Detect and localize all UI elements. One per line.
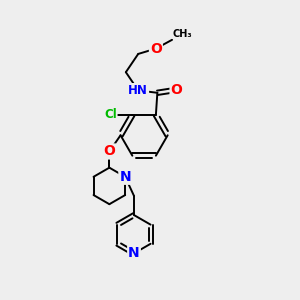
Text: O: O (171, 83, 182, 97)
Text: HN: HN (128, 84, 148, 97)
Text: Cl: Cl (104, 108, 117, 122)
Text: N: N (128, 246, 140, 260)
Text: O: O (150, 42, 162, 56)
Text: O: O (103, 145, 115, 158)
Text: N: N (119, 170, 131, 184)
Text: CH₃: CH₃ (173, 28, 192, 39)
